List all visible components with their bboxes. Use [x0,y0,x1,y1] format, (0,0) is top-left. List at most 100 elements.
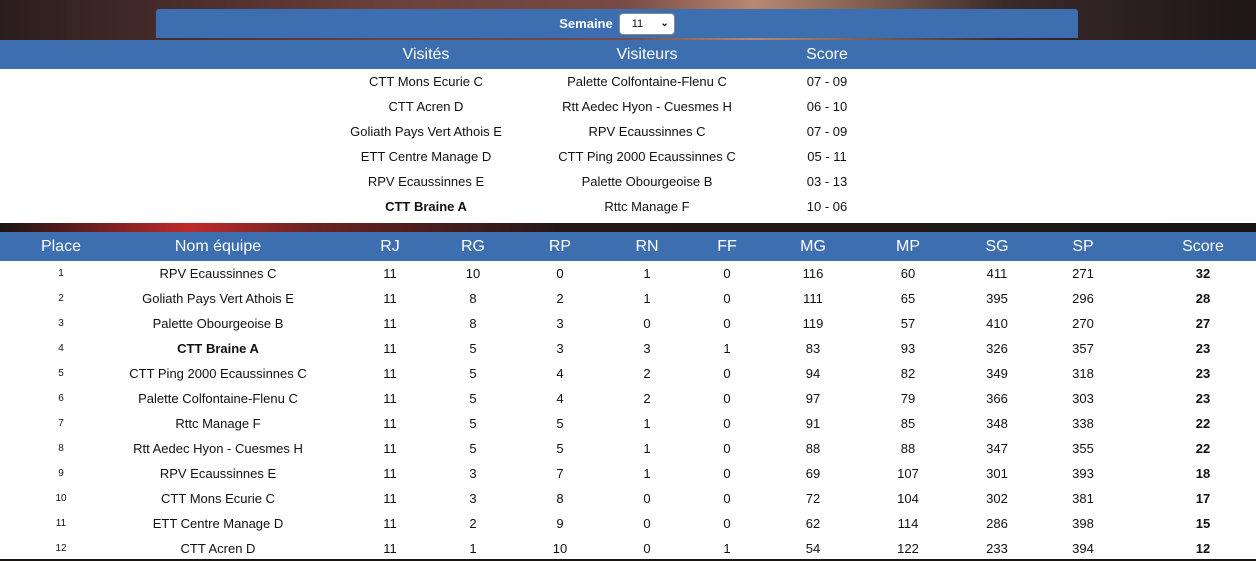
cell-mg: 97 [805,391,821,406]
match-score: 03 - 13 [806,174,848,189]
cell-rp: 3 [556,341,564,356]
cell-score: 12 [1195,541,1211,556]
standings-row: 3 Palette Obourgeoise B 11 8 3 0 0 119 57 410 270 2… [0,311,1256,336]
match-row: CTT Braine A Rttc Manage F 10 - 06 [0,194,1256,219]
cell-place: 6 [58,393,64,404]
cell-rp: 2 [556,291,564,306]
standings-row: 6 Palette Colfontaine-Flenu C 11 5 4 2 0 97 79 36… [0,386,1256,411]
header-rp: RP [548,238,572,255]
header-mp: MP [896,238,920,255]
cell-rp: 5 [556,416,564,431]
header-score: Score [806,46,848,63]
cell-sg: 411 [986,266,1008,281]
cell-rg: 5 [469,416,477,431]
header-rn: RN [635,238,659,255]
header-ff: FF [717,238,737,255]
standings-row: 1 RPV Ecaussinnes C 11 10 0 1 0 116 60 411 271 32 [0,261,1256,286]
cell-ff: 1 [723,341,731,356]
cell-score: 18 [1195,466,1211,481]
cell-rj: 11 [383,441,397,456]
cell-rn: 1 [643,416,651,431]
cell-rg: 10 [465,266,481,281]
cell-sg: 286 [986,516,1008,531]
cell-ff: 0 [723,491,731,506]
standings-row: 11 ETT Centre Manage D 11 2 9 0 0 62 114 286 398 15 [0,511,1256,536]
week-select[interactable]: 11 ⌄ [618,12,675,35]
cell-rn: 0 [643,516,651,531]
cell-mg: 88 [805,441,821,456]
cell-mp: 82 [900,366,916,381]
cell-rp: 8 [556,491,564,506]
cell-rg: 5 [469,366,477,381]
cell-mg: 91 [805,416,821,431]
cell-team-name: CTT Mons Ecurie C [161,491,275,506]
mid-background [0,223,1256,232]
cell-rg: 8 [469,316,477,331]
cell-rn: 1 [643,266,651,281]
header-sg: SG [985,238,1009,255]
cell-team-name: CTT Acren D [180,541,256,556]
cell-team-name: Goliath Pays Vert Athois E [142,291,294,306]
cell-ff: 0 [723,516,731,531]
match-row: RPV Ecaussinnes E Palette Obourgeoise B 03… [0,169,1256,194]
cell-sg: 326 [986,341,1008,356]
cell-sg: 347 [986,441,1008,456]
cell-score: 17 [1195,491,1211,506]
match-score: 07 - 09 [806,124,848,139]
cell-score: 32 [1195,266,1211,281]
cell-sp: 270 [1072,316,1094,331]
cell-mg: 83 [805,341,821,356]
match-home-team: CTT Acren D [388,99,464,114]
cell-ff: 1 [723,541,731,556]
cell-mp: 88 [900,441,916,456]
cell-place: 5 [58,368,64,379]
cell-rg: 1 [469,541,477,556]
match-away-team: CTT Ping 2000 Ecaussinnes C [558,149,736,164]
cell-rp: 9 [556,516,564,531]
cell-rg: 3 [469,491,477,506]
cell-sp: 303 [1072,391,1094,406]
cell-sg: 395 [986,291,1008,306]
cell-score: 23 [1195,366,1211,381]
cell-rj: 11 [383,391,397,406]
cell-rn: 2 [643,391,651,406]
match-score: 10 - 06 [806,199,848,214]
matches-header: Visités Visiteurs Score [0,40,1256,69]
standings-row: 12 CTT Acren D 11 1 10 0 1 54 122 233 394 12 [0,536,1256,561]
cell-rn: 0 [643,316,651,331]
cell-team-name: Palette Obourgeoise B [152,316,284,331]
header-team-name: Nom équipe [174,238,262,255]
cell-team-name: RPV Ecaussinnes E [159,466,277,481]
cell-sp: 318 [1072,366,1094,381]
week-label: Semaine [559,16,613,31]
week-select-value: 11 [631,17,644,30]
cell-rj: 11 [383,466,397,481]
header-home: Visités [402,46,450,63]
match-away-team: Palette Colfontaine-Flenu C [567,74,727,89]
header-sp: SP [1072,238,1094,255]
cell-mg: 72 [805,491,821,506]
cell-mp: 60 [900,266,916,281]
cell-ff: 0 [723,466,731,481]
cell-place: 12 [55,543,67,554]
cell-rj: 11 [383,416,397,431]
match-away-team: RPV Ecaussinnes C [588,124,706,139]
cell-rj: 11 [383,341,397,356]
cell-sp: 398 [1072,516,1094,531]
cell-place: 7 [58,418,64,429]
cell-team-name: Palette Colfontaine-Flenu C [138,391,298,406]
cell-rp: 4 [556,391,564,406]
cell-mg: 54 [805,541,821,556]
cell-rg: 5 [469,341,477,356]
cell-rn: 2 [643,366,651,381]
cell-rp: 10 [552,541,568,556]
cell-sg: 302 [986,491,1008,506]
match-home-team: CTT Mons Ecurie C [369,74,483,89]
cell-mp: 79 [900,391,916,406]
cell-ff: 0 [723,441,731,456]
cell-mp: 114 [897,516,919,531]
match-home-team: CTT Braine A [385,199,467,214]
cell-score: 23 [1195,391,1211,406]
cell-rp: 5 [556,441,564,456]
cell-sp: 338 [1072,416,1094,431]
